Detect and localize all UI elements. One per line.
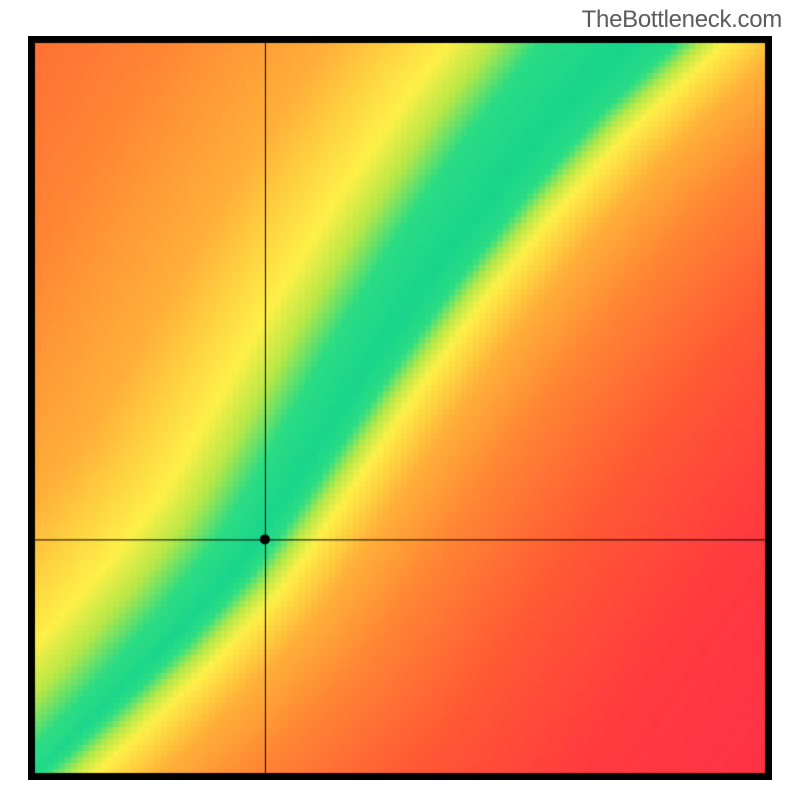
watermark-text: TheBottleneck.com: [582, 6, 782, 34]
bottleneck-heatmap: [28, 36, 772, 780]
crosshair-overlay: [28, 36, 772, 780]
